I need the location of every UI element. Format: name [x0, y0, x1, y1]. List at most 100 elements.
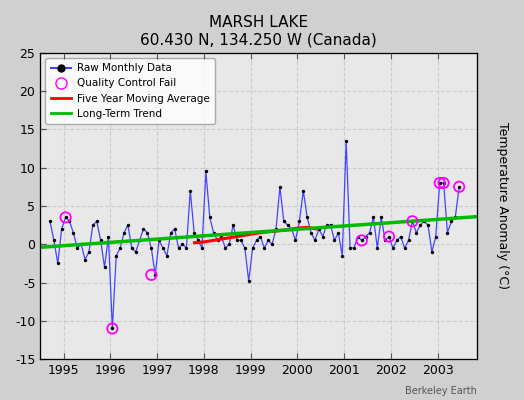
Point [272, 226, 280, 232]
Point [295, 218, 303, 224]
Point [190, 230, 199, 236]
Point [346, 245, 354, 251]
Point [53, 260, 62, 266]
Point [155, 237, 163, 244]
Point [287, 226, 296, 232]
Point [81, 256, 89, 263]
Point [424, 222, 432, 228]
Point [330, 237, 339, 244]
Point [397, 233, 405, 240]
Point [147, 245, 156, 251]
Point [373, 245, 381, 251]
Point [322, 222, 331, 228]
Point [268, 241, 276, 248]
Point [276, 184, 284, 190]
Point [182, 245, 191, 251]
Point [440, 180, 448, 186]
Point [233, 237, 241, 244]
Point [135, 237, 144, 244]
Point [369, 214, 378, 221]
Point [412, 230, 421, 236]
Point [178, 241, 187, 248]
Point [198, 245, 206, 251]
Point [229, 222, 237, 228]
Point [283, 222, 292, 228]
Point [194, 237, 202, 244]
Title: MARSH LAKE
60.430 N, 134.250 W (Canada): MARSH LAKE 60.430 N, 134.250 W (Canada) [140, 15, 377, 47]
Point [253, 237, 261, 244]
Point [256, 233, 265, 240]
Point [248, 245, 257, 251]
Point [237, 237, 245, 244]
Point [307, 230, 315, 236]
Point [46, 218, 54, 224]
Point [132, 249, 140, 255]
Point [326, 222, 335, 228]
Point [73, 245, 81, 251]
Point [428, 249, 436, 255]
Point [455, 184, 463, 190]
Point [357, 237, 366, 244]
Point [420, 218, 428, 224]
Point [365, 230, 374, 236]
Point [225, 241, 234, 248]
Point [315, 226, 323, 232]
Point [245, 278, 253, 284]
Legend: Raw Monthly Data, Quality Control Fail, Five Year Moving Average, Long-Term Tren: Raw Monthly Data, Quality Control Fail, … [46, 58, 215, 124]
Point [167, 230, 175, 236]
Point [338, 252, 346, 259]
Point [221, 245, 230, 251]
Point [385, 233, 393, 240]
Point [451, 214, 460, 221]
Point [377, 214, 386, 221]
Point [58, 226, 66, 232]
Point [311, 237, 319, 244]
Point [61, 214, 70, 221]
Point [435, 180, 444, 186]
Point [303, 214, 311, 221]
Point [159, 245, 167, 251]
Point [241, 245, 249, 251]
Point [432, 233, 440, 240]
Point [50, 237, 58, 244]
Point [291, 237, 300, 244]
Point [85, 249, 93, 255]
Point [162, 252, 171, 259]
Point [280, 218, 288, 224]
Point [385, 233, 393, 240]
Point [264, 237, 272, 244]
Point [455, 184, 463, 190]
Point [108, 325, 116, 332]
Point [210, 230, 218, 236]
Point [112, 252, 121, 259]
Point [217, 233, 226, 240]
Point [66, 218, 74, 224]
Point [128, 245, 136, 251]
Point [124, 222, 132, 228]
Point [104, 233, 113, 240]
Point [202, 168, 210, 175]
Point [357, 237, 366, 244]
Point [174, 245, 183, 251]
Point [408, 218, 417, 224]
Point [93, 218, 101, 224]
Point [213, 237, 222, 244]
Point [186, 188, 194, 194]
Point [116, 245, 124, 251]
Point [151, 272, 159, 278]
Point [416, 222, 424, 228]
Point [101, 264, 109, 270]
Point [392, 237, 401, 244]
Point [108, 325, 116, 332]
Point [440, 180, 448, 186]
Point [362, 233, 370, 240]
Point [408, 218, 417, 224]
Point [77, 241, 85, 248]
Point [354, 233, 362, 240]
Point [389, 245, 397, 251]
Point [447, 218, 455, 224]
Point [435, 180, 444, 186]
Point [205, 214, 214, 221]
Point [120, 230, 128, 236]
Point [96, 237, 105, 244]
